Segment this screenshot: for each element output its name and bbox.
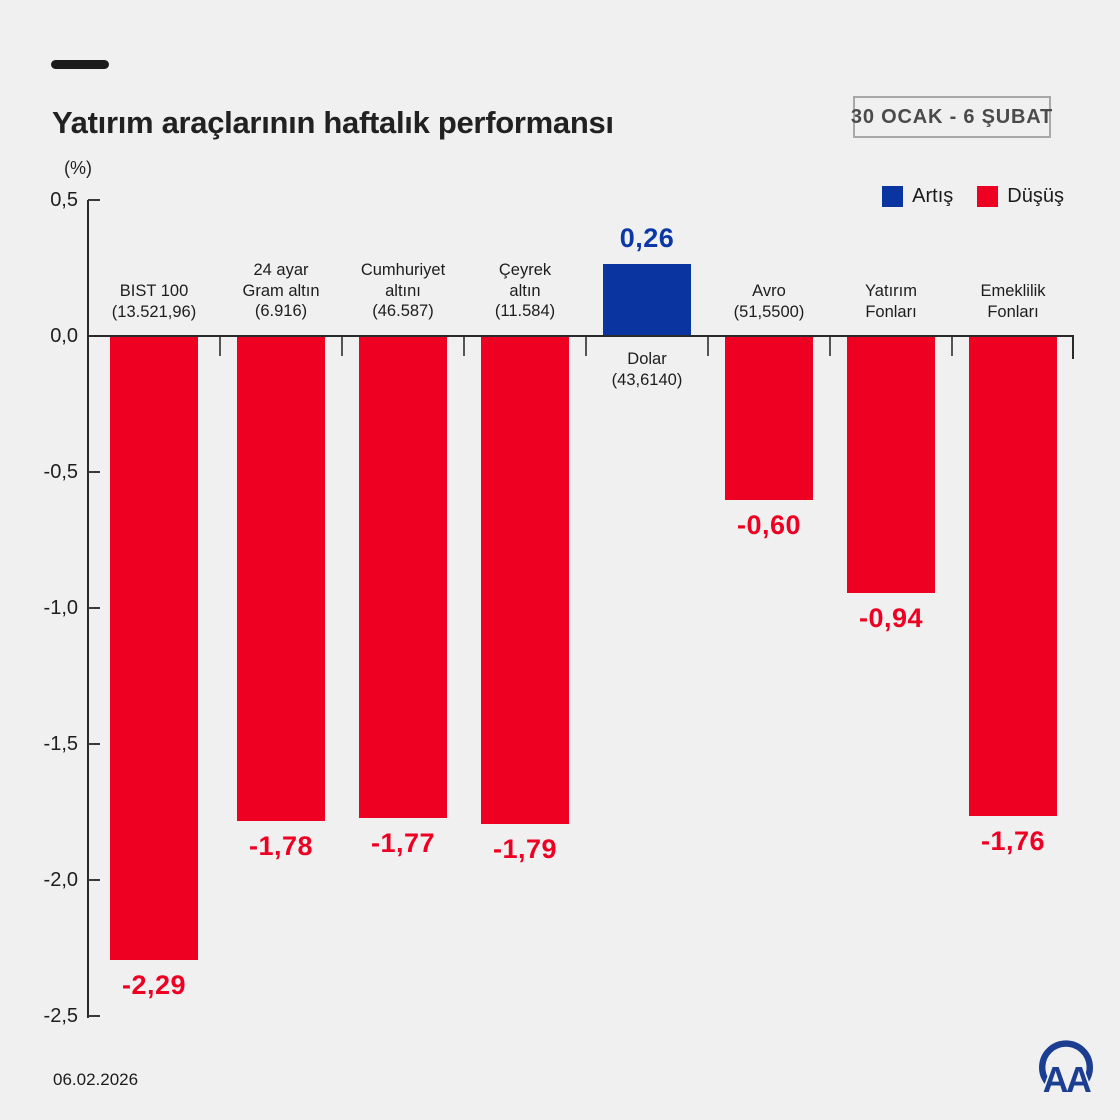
y-axis-tick-label: 0,0 — [50, 325, 78, 347]
category-divider-tick — [829, 337, 831, 356]
publication-date: 06.02.2026 — [53, 1070, 139, 1089]
bar-negative — [847, 337, 935, 593]
category-label-line: 24 ayar — [253, 261, 309, 280]
y-axis-line — [87, 200, 89, 1018]
category-label-line: Cumhuriyet — [360, 261, 446, 280]
bar-negative — [481, 337, 569, 824]
y-axis-tick-label: -0,5 — [43, 461, 78, 483]
baseline-end-tick — [1072, 337, 1074, 359]
bar-positive — [603, 264, 691, 335]
y-axis-tick-label: -2,0 — [43, 869, 78, 891]
bar-negative — [359, 337, 447, 818]
category-label: BIST 100 (13.521,96) — [112, 281, 196, 322]
bar-negative — [725, 337, 813, 500]
y-axis-tick-mark — [88, 743, 100, 745]
category-divider-tick — [219, 337, 221, 356]
increase-swatch-icon — [882, 186, 904, 207]
category-label: Avro (51,5500) — [734, 281, 805, 322]
y-axis-tick-mark — [88, 199, 100, 201]
category-label-line: Fonları — [987, 302, 1039, 321]
bar-negative — [237, 337, 325, 821]
period-badge-label: 30 OCAK - 6 ŞUBAT — [850, 105, 1054, 128]
bar-negative — [969, 337, 1057, 816]
y-axis-tick-label: -1,0 — [43, 597, 78, 619]
category-label-line: Emeklilik — [980, 281, 1046, 300]
svg-text:AA: AA — [1043, 1060, 1091, 1100]
category-label-line: Yatırım — [865, 281, 917, 300]
category-divider-tick — [707, 337, 709, 356]
category-label-line: Dolar — [627, 350, 667, 368]
category-label: Yatırım Fonları — [865, 281, 917, 322]
category-label-line: (43,6140) — [611, 370, 683, 389]
decrease-swatch-icon — [977, 186, 999, 207]
category-label-line: altını — [385, 281, 421, 300]
bar-value-label: -1,79 — [492, 834, 558, 864]
y-axis-tick-label: -2,5 — [43, 1005, 78, 1027]
chart-legend: Artış Düşüş — [882, 185, 1064, 208]
category-label: Emeklilik Fonları — [980, 281, 1045, 322]
category-label-line: (11.584) — [494, 302, 556, 321]
bar-value-label: -0,60 — [736, 510, 802, 540]
anadolu-agency-logo-icon: AA — [1039, 1040, 1095, 1102]
y-axis-tick-mark — [88, 1015, 100, 1017]
y-axis-tick-mark — [88, 879, 100, 881]
legend-label-decrease: Düşüş — [1007, 185, 1064, 207]
legend-label-increase: Artış — [912, 185, 954, 207]
y-axis-tick-mark — [88, 471, 100, 473]
period-badge: 30 OCAK - 6 ŞUBAT — [850, 96, 1054, 138]
category-divider-tick — [585, 337, 587, 356]
category-label: Cumhuriyet altını (46.587) — [361, 260, 445, 322]
bar-negative — [110, 337, 198, 960]
y-axis-tick-mark — [88, 607, 100, 609]
category-label-line: (13.521,96) — [111, 302, 197, 321]
category-label-line: Gram altın — [242, 281, 320, 300]
y-axis-unit-label: (%) — [64, 158, 92, 178]
category-label-line: Çeyrek — [498, 261, 552, 280]
page-title: Yatırım araçlarının haftalık performansı — [52, 104, 614, 140]
category-label-line: Fonları — [865, 302, 917, 321]
y-axis-tick-label: -1,5 — [43, 733, 78, 755]
category-label-line: (51,5500) — [733, 302, 805, 321]
category-label-line: altın — [509, 281, 541, 300]
bar-value-label: -1,77 — [370, 828, 436, 858]
bar-value-label: -0,94 — [858, 603, 924, 633]
category-label-line: (6.916) — [254, 302, 308, 321]
category-divider-tick — [341, 337, 343, 356]
bar-value-label: 0,26 — [619, 223, 675, 253]
y-axis-tick-label: 0,5 — [50, 189, 78, 211]
bar-value-label: -1,76 — [980, 826, 1046, 856]
legend-item-decrease: Düşüş — [977, 185, 1064, 208]
category-label: 24 ayar Gram altın (6.916) — [242, 260, 319, 322]
category-label: Dolar (43,6140) — [612, 349, 683, 390]
zero-baseline — [88, 335, 1074, 337]
legend-item-increase: Artış — [882, 185, 953, 208]
category-label: Çeyrek altın (11.584) — [495, 260, 555, 322]
category-label-line: Avro — [752, 281, 786, 300]
category-label-line: (46.587) — [372, 302, 434, 321]
bar-value-label: -1,78 — [248, 831, 314, 861]
accent-dash — [51, 60, 109, 69]
bar-value-label: -2,29 — [121, 970, 187, 1000]
category-divider-tick — [951, 337, 953, 356]
category-label-line: BIST 100 — [119, 281, 189, 300]
category-divider-tick — [463, 337, 465, 356]
